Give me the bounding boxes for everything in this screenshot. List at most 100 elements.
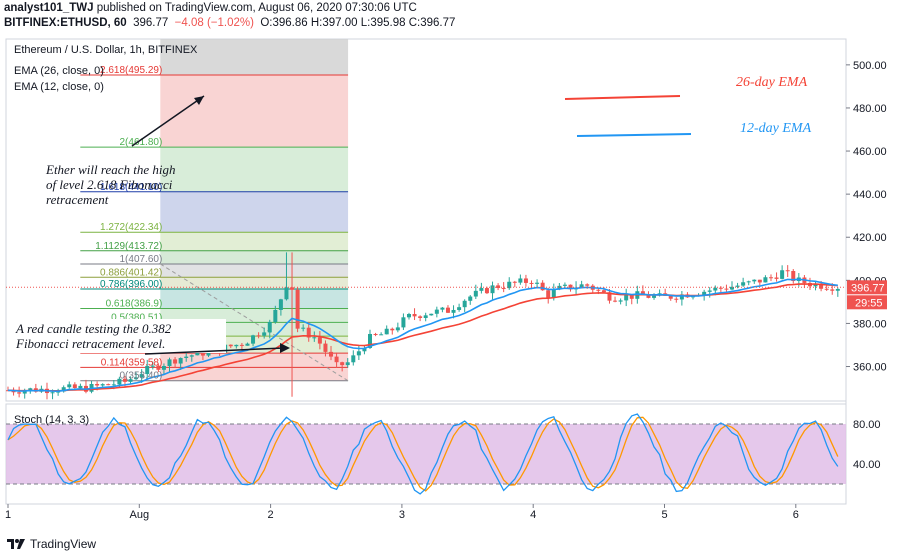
candle-body: [111, 384, 116, 386]
fib-level-label: 2.618(495.29): [100, 65, 162, 76]
candle-body: [72, 384, 77, 388]
candle-body: [412, 314, 417, 317]
ohlc-open: O:396.86: [260, 17, 308, 29]
note2-line1: A red candle testing the 0.382: [15, 321, 172, 336]
fib-zone: [160, 353, 349, 368]
candle-body: [139, 374, 144, 378]
candle-body: [757, 279, 762, 283]
fib-level-label: 1(407.60): [119, 254, 162, 265]
candle-body: [535, 282, 540, 284]
y-tick-label: 460.00: [853, 146, 887, 158]
ema26-label: 26-day EMA: [736, 75, 808, 90]
candle-body: [22, 390, 27, 394]
candle-body: [78, 385, 83, 388]
candle-body: [546, 290, 551, 298]
time-axis[interactable]: 1 Aug 2 3 4 5 6: [5, 504, 799, 521]
fib-zone: [160, 367, 349, 381]
candle-body: [184, 356, 189, 358]
x-tick-label: 6: [793, 509, 799, 521]
candle-body: [713, 287, 718, 291]
stoch-k-line: [7, 413, 839, 495]
y-tick-label: 380.00: [853, 318, 887, 330]
last-price-badge: 396.77 29:55: [847, 280, 887, 310]
y-tick-label: 440.00: [853, 189, 887, 201]
candle-body: [763, 277, 768, 283]
candle-body: [496, 285, 501, 289]
candle-body: [752, 279, 757, 282]
candle-body: [423, 315, 428, 318]
candle-body: [156, 365, 161, 370]
x-tick-label: 4: [530, 509, 536, 521]
candle-body: [501, 288, 506, 290]
candle-body: [373, 333, 378, 335]
candle-body: [596, 289, 601, 291]
candle-body: [161, 366, 166, 370]
candle-body: [490, 285, 495, 294]
legend-ema12[interactable]: EMA (12, close, 0): [14, 81, 104, 93]
candle-body: [295, 289, 300, 329]
candle-body: [273, 309, 278, 322]
candle-body: [607, 292, 612, 301]
candle-body: [813, 283, 818, 287]
stoch-tick-label: 40.00: [853, 459, 881, 471]
x-tick-label: Aug: [130, 509, 150, 521]
y-tick-label: 360.00: [853, 362, 887, 374]
candle-body: [445, 307, 450, 313]
fib-level-label: 0.114(359.58): [101, 357, 163, 368]
candle-body: [479, 288, 484, 291]
candle-body: [585, 284, 590, 286]
tradingview-brand[interactable]: TradingView: [30, 537, 97, 551]
fibonacci-retracement[interactable]: [80, 39, 349, 382]
note2-line2: Fibonacci retracement level.: [15, 336, 165, 351]
candle-body: [178, 357, 183, 364]
candle-body: [791, 270, 796, 282]
candle-body: [768, 277, 773, 279]
candle-body: [239, 344, 244, 346]
ema12-sample-line: [576, 133, 692, 137]
candle-body: [128, 379, 133, 382]
candle-body: [624, 294, 629, 301]
candle-body: [351, 355, 356, 363]
y-tick-label: 500.00: [853, 60, 887, 72]
ema26-sample-line: [564, 95, 681, 100]
candle-body: [718, 287, 723, 289]
candle-body: [290, 287, 295, 290]
candle-body: [173, 359, 178, 364]
fib-level-label: 0.618(386.9): [106, 299, 163, 310]
candle-body: [150, 365, 155, 367]
note2-arrow: [144, 347, 285, 355]
candle-body: [679, 294, 684, 300]
candle-body: [134, 377, 139, 380]
candle-body: [785, 270, 790, 272]
candle-body: [824, 288, 829, 290]
candle-body: [384, 328, 389, 335]
note1-line2: of level 2.618 Fibonacci: [46, 177, 173, 192]
stoch-title[interactable]: Stoch (14, 3, 3): [14, 414, 89, 426]
candle-body: [451, 309, 456, 313]
y-tick-label: 420.00: [853, 232, 887, 244]
candle-body: [473, 290, 478, 297]
candle-body: [284, 287, 289, 300]
x-tick-label: 2: [268, 509, 274, 521]
candle-body: [228, 344, 233, 347]
price-axis[interactable]: 360.00380.00400.00420.00440.00460.00480.…: [846, 60, 887, 374]
candle-body: [122, 378, 127, 382]
candle-body: [278, 299, 283, 310]
note1-line1: Ether will reach the high: [45, 162, 176, 177]
stoch-d-line: [7, 416, 839, 492]
candle-body: [56, 391, 61, 393]
candle-body: [724, 288, 729, 290]
candle-body: [484, 288, 489, 294]
fib-zone: [160, 277, 349, 289]
note1-line3: retracement: [46, 192, 109, 207]
badge-price: 396.77: [851, 282, 885, 294]
candle-body: [401, 317, 406, 328]
candle-body: [512, 281, 517, 283]
fib-level-label: 0.786(396.00): [100, 279, 162, 290]
publisher-name[interactable]: analyst101_TWJ: [4, 2, 94, 14]
candle-body: [557, 285, 562, 290]
candle-body: [579, 284, 584, 288]
legend-ema26[interactable]: EMA (26, close, 0): [14, 65, 104, 77]
candle-body: [301, 327, 306, 329]
